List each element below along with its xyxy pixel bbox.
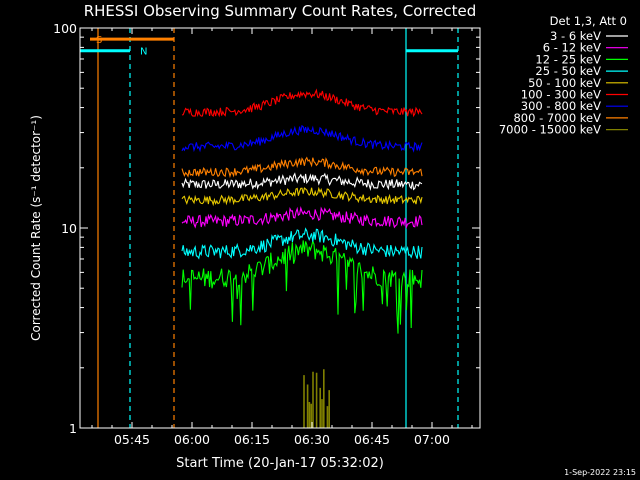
x-axis-ticks: 05:45 06:00 06:15 06:30 06:45 07:00 (91, 28, 473, 447)
series-6-12-kev-line (181, 205, 423, 230)
legend-12-25-kev-label: 12 - 25 keV (535, 52, 601, 66)
x-tick-label: 06:15 (234, 432, 270, 447)
flag-label-n: N (140, 47, 147, 58)
series-25-50-kev-line (181, 227, 423, 260)
x-tick-label: 06:30 (294, 432, 330, 447)
y-tick-label: 10 (61, 221, 77, 236)
series-7000-15000-kev-line (303, 369, 330, 428)
flag-bars: SN (80, 35, 458, 58)
legend-50-100-kev-label: 50 - 100 keV (528, 76, 601, 90)
legend-800-7000-kev-label: 800 - 7000 keV (513, 111, 601, 125)
series-800-7000-kev-line (181, 156, 423, 179)
x-tick-label: 06:00 (174, 432, 210, 447)
chart-title: RHESSI Observing Summary Count Rates, Co… (84, 2, 477, 20)
y-axis-label: Corrected Count Rate (s⁻¹ detector⁻¹) (29, 115, 43, 341)
legend-7000-15000-kev-label: 7000 - 15000 keV (499, 123, 601, 137)
series-12-25-kev-line (181, 239, 423, 334)
flag-label-s: S (96, 35, 102, 46)
series-3-6-kev-line (181, 172, 423, 191)
x-tick-label: 05:45 (114, 432, 150, 447)
series-50-100-kev-line (181, 186, 423, 207)
series-300-800-kev-line (181, 124, 423, 153)
y-tick-label: 1 (69, 421, 77, 436)
x-tick-label: 06:45 (354, 432, 390, 447)
series-layer (181, 88, 423, 428)
legend-100-300-kev-label: 100 - 300 keV (521, 88, 601, 102)
legend-3-6-kev-label: 3 - 6 keV (550, 29, 601, 43)
x-tick-label: 07:00 (414, 432, 450, 447)
legend-300-800-kev-label: 300 - 800 keV (521, 99, 601, 113)
x-axis-label: Start Time (20-Jan-17 05:32:02) (176, 456, 384, 471)
legend-25-50-kev-label: 25 - 50 keV (535, 64, 601, 78)
legend-6-12-kev-label: 6 - 12 keV (543, 41, 601, 55)
legend-title: Det 1,3, Att 0 (550, 14, 627, 28)
y-tick-label: 100 (53, 21, 77, 36)
y-axis-ticks: 100 10 1 (53, 21, 480, 436)
series-100-300-kev-line (181, 88, 423, 118)
footer-timestamp: 1-Sep-2022 23:15 (564, 468, 636, 477)
